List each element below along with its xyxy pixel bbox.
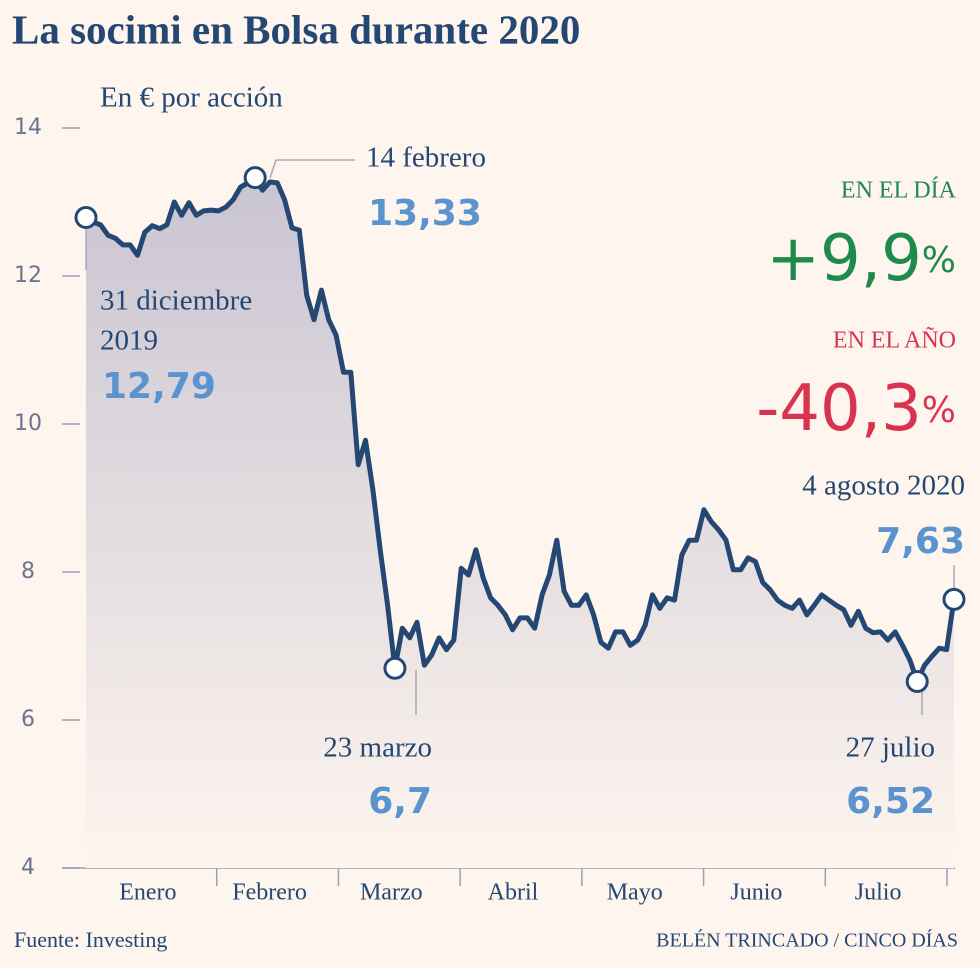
chart-title: La socimi en Bolsa durante 2020 xyxy=(12,6,580,52)
annotation-value: 13,33 xyxy=(368,193,482,234)
credit: BELÉN TRINCADO / CINCO DÍAS xyxy=(656,929,958,952)
annotation-label: 31 diciembre xyxy=(100,285,252,317)
stat-label: EN EL DÍA xyxy=(841,178,957,204)
x-tick-label: Abril xyxy=(488,880,539,906)
stat-unit: % xyxy=(922,390,956,431)
x-tick-label: Julio xyxy=(855,880,902,906)
x-tick-label: Marzo xyxy=(360,880,423,906)
subtitle: En € por acción xyxy=(100,82,283,114)
annotation-label: 14 febrero xyxy=(366,142,486,174)
y-tick-label: 8 xyxy=(21,559,35,584)
y-tick-label: 6 xyxy=(21,707,35,732)
annotation-value: 6,7 xyxy=(368,781,432,822)
point-marker xyxy=(942,587,966,611)
area xyxy=(86,177,954,869)
stat-number: +9,9 xyxy=(766,222,921,296)
y-tick-label: 12 xyxy=(14,263,42,288)
x-tick-label: Junio xyxy=(730,880,782,906)
x-tick-label: Febrero xyxy=(232,880,307,906)
annotation-label: 2019 xyxy=(100,325,158,357)
y-tick-label: 14 xyxy=(14,115,42,140)
annotation-label: 27 julio xyxy=(846,732,935,764)
point-marker xyxy=(74,206,98,230)
source: Fuente: Investing xyxy=(14,927,167,952)
annotation-label: 23 marzo xyxy=(323,732,432,764)
x-tick-label: Mayo xyxy=(607,880,663,906)
stat-number: -40,3 xyxy=(756,372,922,446)
point-marker xyxy=(383,656,407,680)
annotation-value: 6,52 xyxy=(846,781,935,822)
point-marker xyxy=(243,166,267,190)
annotation-value: 7,63 xyxy=(876,521,965,562)
stat-value: +9,9% xyxy=(766,222,956,296)
annotation-label: 4 agosto 2020 xyxy=(802,470,965,502)
stat-unit: % xyxy=(922,240,956,281)
stat-value: -40,3% xyxy=(756,372,956,446)
x-tick-label: Enero xyxy=(119,880,176,906)
y-tick-label: 10 xyxy=(14,411,42,436)
point-marker xyxy=(905,670,929,694)
y-tick-label: 4 xyxy=(21,855,35,880)
line xyxy=(84,175,957,684)
annotation-value: 12,79 xyxy=(102,366,216,407)
stat-label: EN EL AÑO xyxy=(833,328,956,354)
leader-line xyxy=(269,159,355,179)
